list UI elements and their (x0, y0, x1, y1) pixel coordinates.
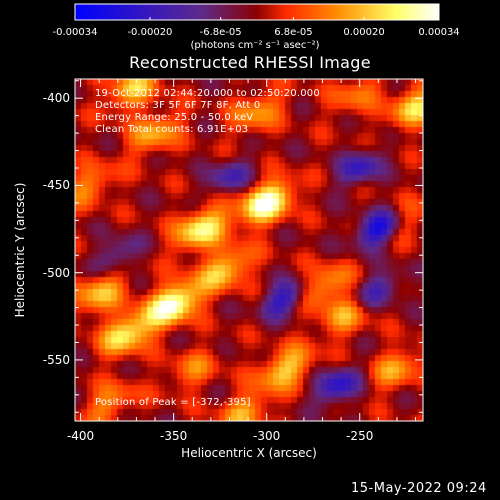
annotation-clean-counts: Clean Total counts: 6.91E+03 (95, 124, 249, 135)
colorbar-tick-label: 0.00034 (418, 27, 460, 38)
colorbar-tick-label: 0.00020 (343, 27, 385, 38)
y-axis-label: Heliocentric Y (arcsec) (13, 182, 27, 318)
x-axis-label: Heliocentric X (arcsec) (181, 446, 317, 460)
annotation-time-range: 19-Oct-2012 02:44:20.000 to 02:50:20.000 (95, 88, 320, 99)
annotation-energy-range: Energy Range: 25.0 - 50.0 keV (95, 112, 254, 123)
colorbar-tick-label: 6.8e-05 (274, 27, 313, 38)
colorbar-tick-label: -0.00034 (52, 27, 98, 38)
colorbar-tick-label: -0.00020 (127, 27, 173, 38)
y-tick-label: -550 (42, 352, 70, 367)
y-tick-label: -450 (42, 178, 70, 193)
x-tick-label: -250 (346, 429, 374, 443)
annotation-peak-position: Position of Peak = [-372,-395] (95, 397, 251, 408)
colorbar-tick-label: -6.8e-05 (199, 27, 242, 38)
y-tick-label: -400 (42, 91, 70, 106)
x-tick-label: -350 (160, 429, 188, 443)
colorbar-unit-label: (photons cm⁻² s⁻¹ asec⁻²) (190, 40, 320, 51)
timestamp: 15-May-2022 09:24 (351, 481, 487, 496)
x-tick-label: -300 (253, 429, 281, 443)
y-tick-label: -500 (42, 265, 70, 280)
colorbar (74, 3, 440, 21)
annotation-detectors: Detectors: 3F 5F 6F 7F 8F, Att 0 (95, 100, 261, 111)
x-tick-label: -400 (66, 429, 95, 443)
chart-title: Reconstructed RHESSI Image (129, 53, 371, 72)
